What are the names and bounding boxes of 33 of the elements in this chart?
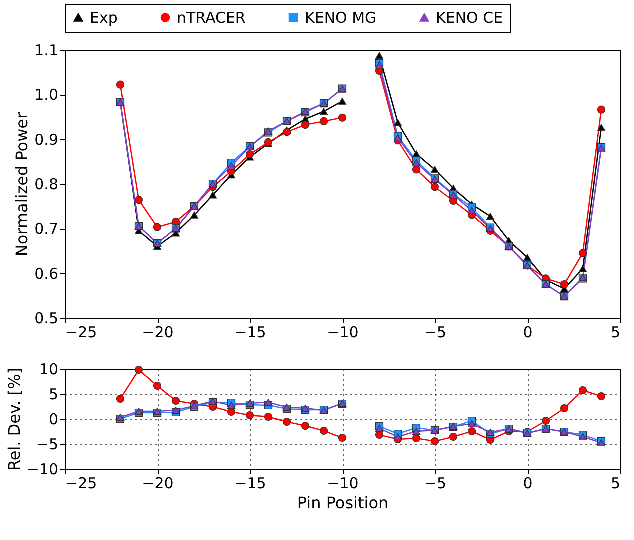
y-tick-label: −5 xyxy=(36,436,58,454)
x-tick-label: −10 xyxy=(327,324,359,342)
y-tick-label: 0.9 xyxy=(34,130,58,149)
x-tick-label: −10 xyxy=(327,474,359,492)
x-tick-label: 5 xyxy=(610,324,620,342)
x-tick-label: 5 xyxy=(610,474,620,492)
x-tick-label: −5 xyxy=(424,324,447,342)
x-tick-label: −20 xyxy=(142,324,174,342)
x-tick-label: −15 xyxy=(234,474,266,492)
x-tick-label: −20 xyxy=(142,474,174,492)
x-tick-label: −25 xyxy=(66,474,98,492)
x-tick-label: −5 xyxy=(424,474,447,492)
y-tick-label: −10 xyxy=(26,460,58,478)
x-tick-label: 0 xyxy=(523,324,533,342)
legend-label: Exp xyxy=(90,8,118,27)
y-tick-label: 1.0 xyxy=(34,86,58,104)
legend-label: KENO MG xyxy=(305,8,377,27)
y-tick-label: 0 xyxy=(48,410,58,428)
y-tick-label: 10 xyxy=(39,360,58,378)
y-tick-label: 1.1 xyxy=(34,42,58,60)
y-tick-label: 0.6 xyxy=(34,264,58,283)
y-tick-label: 0.8 xyxy=(34,176,58,194)
x-tick-label: 0 xyxy=(523,474,533,492)
y-tick-label: 0.5 xyxy=(34,310,58,328)
y-axis-title: Rel. Dev. [%] xyxy=(4,368,24,472)
y-tick-label: 0.7 xyxy=(34,220,58,238)
x-tick-label: −25 xyxy=(66,324,98,342)
y-tick-label: 5 xyxy=(48,386,58,404)
legend-label: KENO CE xyxy=(436,8,504,27)
legend-label: nTRACER xyxy=(177,8,246,27)
x-axis-title: Pin Position xyxy=(297,494,389,512)
x-tick-label: −15 xyxy=(234,324,266,342)
y-axis-title: Normalized Power xyxy=(12,112,32,257)
